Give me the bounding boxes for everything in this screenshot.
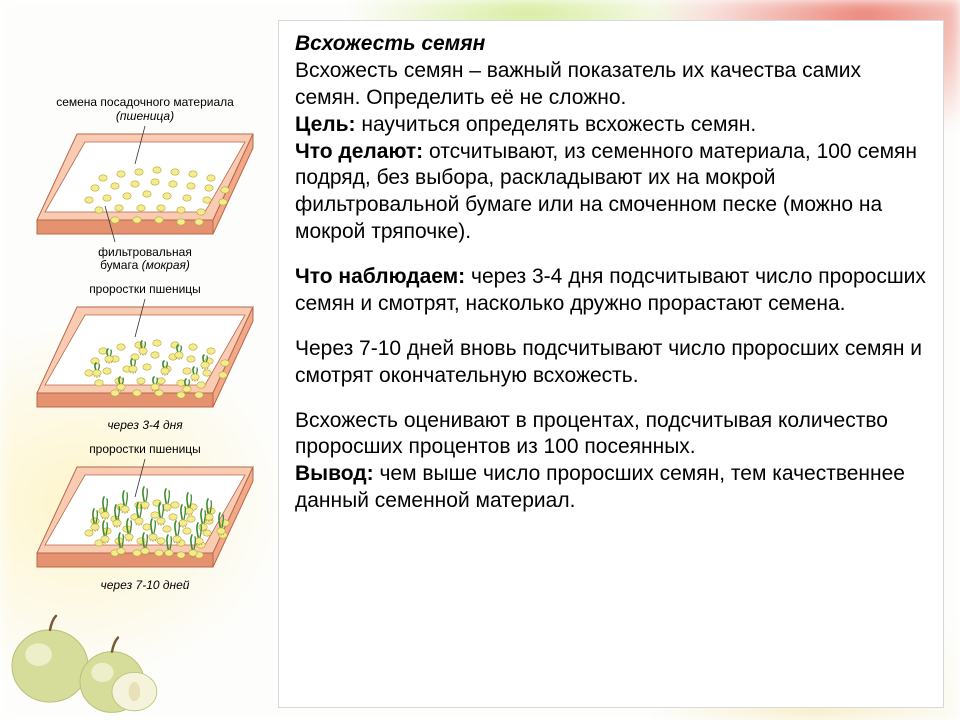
obs-label: Что наблюдаем: [295,265,465,288]
conclusion-line: Вывод: чем выше число проросших семян, т… [295,461,927,515]
d3-bot-label: через 7-10 дней [22,579,268,593]
d1-bot-l2: бумага [100,258,138,272]
d1-bot-l1: фильтровальная [98,245,192,259]
tray-2-svg [35,297,255,417]
do-line: Что делают: отсчитывают, из семенного ма… [295,139,927,247]
goal-text: научиться определять всхожесть семян. [356,113,757,136]
title: Всхожесть семян [295,31,927,58]
d3-top-label: проростки пшеницы [22,443,268,457]
apples-decoration [4,596,184,716]
p3: Всхожесть оценивают в процентах, подсчит… [295,408,927,462]
d1-bot-ital: (мокрая) [142,258,190,272]
diagram-column: семена посадочного материала (пшеница) ф… [22,96,268,602]
tray-1-svg [35,124,255,244]
text-panel: Всхожесть семян Всхожесть семян – важный… [278,20,944,708]
d1-top-l2: (пшеница) [116,109,174,123]
conc-label: Вывод: [295,462,374,485]
diagram-2: проростки пшеницы через 3-4 дня [22,283,268,433]
conc-text: чем выше число проросших семян, тем каче… [295,462,905,512]
p2: Через 7-10 дней вновь подсчитывают число… [295,336,927,390]
goal-line: Цель: научиться определять всхожесть сем… [295,112,927,139]
d1-bot-label: фильтровальная бумага (мокрая) [22,246,268,274]
tray-3-svg [35,457,255,577]
d1-top-label: семена посадочного материала (пшеница) [22,96,268,124]
diagram-3: проростки пшеницы через 7-10 дней [22,443,268,593]
d1-top-l1: семена посадочного материала [56,95,234,109]
d2-bot-label: через 3-4 дня [22,419,268,433]
intro: Всхожесть семян – важный показатель их к… [295,58,927,112]
d2-top-label: проростки пшеницы [22,283,268,297]
goal-label: Цель: [295,113,356,136]
do-label: Что делают: [295,140,423,163]
diagram-1: семена посадочного материала (пшеница) ф… [22,96,268,273]
obs-line: Что наблюдаем: через 3-4 дня подсчитываю… [295,264,927,318]
